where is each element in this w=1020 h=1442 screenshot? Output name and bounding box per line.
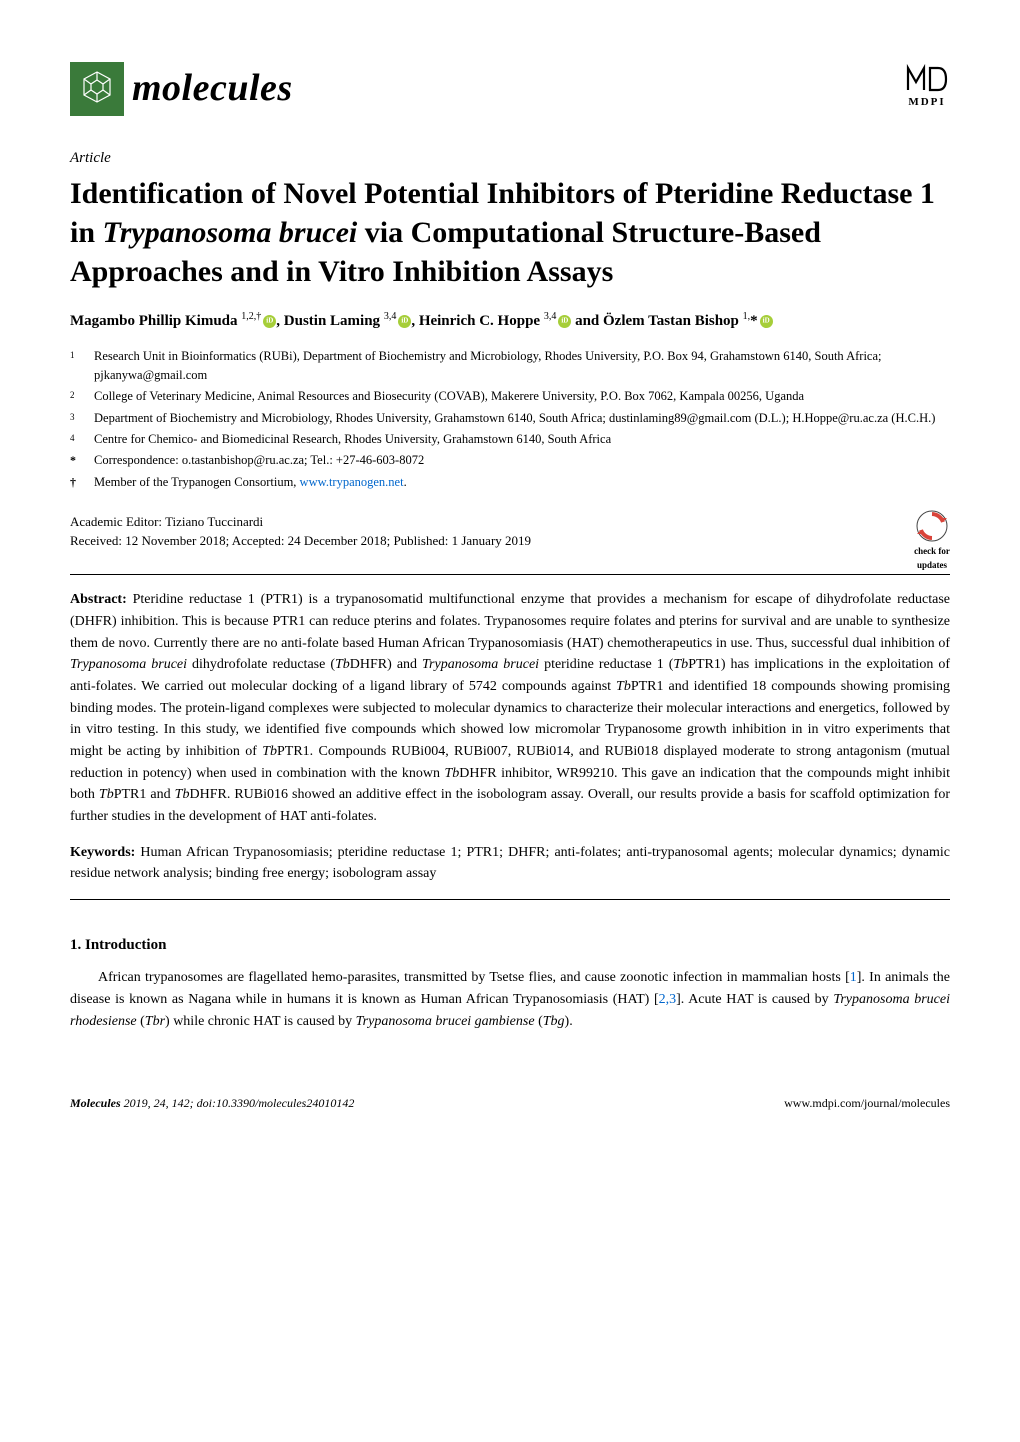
footer-year-vol: 2019, 24, 142; doi:10.3390/molecules2401… <box>124 1096 355 1110</box>
check-updates-text1: check for <box>914 545 950 559</box>
article-type-label: Article <box>70 147 950 170</box>
header-row: molecules MDPI <box>70 60 950 117</box>
authors-line: Magambo Phillip Kimuda 1,2,†, Dustin Lam… <box>70 309 950 333</box>
abstract-paragraph: Abstract: Pteridine reductase 1 (PTR1) i… <box>70 589 950 828</box>
footer-journal: Molecules <box>70 1096 124 1110</box>
abstract-text: Pteridine reductase 1 (PTR1) is a trypan… <box>70 592 950 824</box>
article-title: Identification of Novel Potential Inhibi… <box>70 174 950 291</box>
abstract-block: Abstract: Pteridine reductase 1 (PTR1) i… <box>70 574 950 900</box>
affiliations-list: 1Research Unit in Bioinformatics (RUBi),… <box>70 347 950 493</box>
journal-name: molecules <box>132 60 293 117</box>
molecules-logo-icon <box>70 62 124 116</box>
check-updates-text2: updates <box>917 559 947 573</box>
affiliation-item: 3Department of Biochemistry and Microbio… <box>94 409 950 428</box>
check-updates-icon <box>914 508 950 544</box>
article-dates: Received: 12 November 2018; Accepted: 24… <box>70 531 531 551</box>
keywords-text: Human African Trypanosomiasis; pteridine… <box>70 845 950 882</box>
footer-left: Molecules 2019, 24, 142; doi:10.3390/mol… <box>70 1094 354 1112</box>
dagger-note-line: †Member of the Trypanogen Consortium, ww… <box>94 473 950 492</box>
publisher-name: MDPI <box>908 94 945 111</box>
keywords-label: Keywords: <box>70 845 135 860</box>
correspondence-line: *Correspondence: o.tastanbishop@ru.ac.za… <box>94 451 950 470</box>
mdpi-logo-icon <box>904 60 950 94</box>
affiliation-item: 4Centre for Chemico- and Biomedicinal Re… <box>94 430 950 449</box>
academic-editor: Academic Editor: Tiziano Tuccinardi <box>70 512 531 532</box>
journal-logo: molecules <box>70 60 293 117</box>
affiliation-item: 1Research Unit in Bioinformatics (RUBi),… <box>94 347 950 386</box>
footer-right: www.mdpi.com/journal/molecules <box>784 1094 950 1112</box>
keywords-paragraph: Keywords: Human African Trypanosomiasis;… <box>70 842 950 885</box>
section-1-heading: 1. Introduction <box>70 934 950 957</box>
page-footer: Molecules 2019, 24, 142; doi:10.3390/mol… <box>70 1094 950 1112</box>
abstract-label: Abstract: <box>70 592 127 607</box>
intro-paragraph: African trypanosomes are flagellated hem… <box>70 967 950 1034</box>
publisher-logo: MDPI <box>904 60 950 111</box>
check-for-updates-badge[interactable]: check for updates <box>914 508 950 572</box>
affiliation-item: 2College of Veterinary Medicine, Animal … <box>94 387 950 406</box>
